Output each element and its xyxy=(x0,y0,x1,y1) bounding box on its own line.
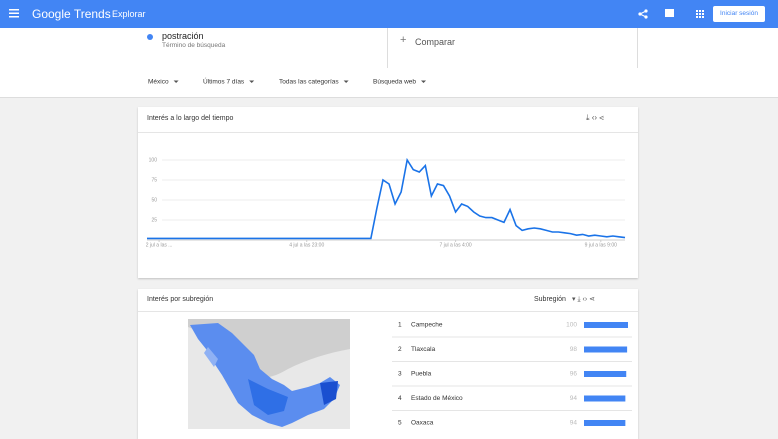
region-value: 94 xyxy=(570,395,578,402)
region-bar xyxy=(584,322,628,328)
x-tick-label: 9 jul a las 9:00 xyxy=(585,242,617,248)
rank: 4 xyxy=(398,395,402,402)
trend-line xyxy=(147,157,626,240)
card-icons[interactable]: ▾ ⤓ ‹› ⋖ xyxy=(572,296,595,303)
menu-icon[interactable] xyxy=(9,9,19,18)
card-title: Interés por subregión xyxy=(147,296,214,303)
filter[interactable]: México xyxy=(148,79,169,86)
region-name: Campeche xyxy=(411,322,443,329)
term-type: Término de búsqueda xyxy=(162,42,226,49)
region-value: 98 xyxy=(570,346,578,353)
divider xyxy=(637,28,638,68)
dropdown-arrow xyxy=(421,80,427,83)
region-bar xyxy=(584,346,628,353)
filter[interactable]: Todas las categorías xyxy=(279,79,339,86)
subregion-card: Interés por subregión Subregión ▾ ⤓ ‹› ⋖ xyxy=(138,289,638,439)
region-value: 96 xyxy=(570,371,578,378)
region-bar xyxy=(584,395,626,402)
region-name: Puebla xyxy=(411,371,432,378)
y-tick-label: 25 xyxy=(151,217,157,223)
search-bar: postración Término de búsqueda + Compara… xyxy=(0,28,778,68)
region-value: 94 xyxy=(570,420,578,427)
y-tick-label: 50 xyxy=(151,197,157,203)
region-name: Tlaxcala xyxy=(411,346,436,353)
apps-icon[interactable] xyxy=(696,10,704,18)
region-value: 100 xyxy=(566,322,577,329)
card-title: Interés a lo largo del tiempo xyxy=(147,115,234,122)
feedback-icon[interactable] xyxy=(665,9,675,19)
y-tick-label: 100 xyxy=(149,157,158,163)
sign-in-button[interactable]: Iniciar sesión xyxy=(713,6,765,22)
x-tick-label: 7 jul a las 4:00 xyxy=(439,242,471,248)
rank: 2 xyxy=(398,346,402,353)
region-bar xyxy=(584,420,626,426)
dropdown-arrow xyxy=(343,80,349,83)
filter[interactable]: Búsqueda web xyxy=(373,79,416,86)
share-icon[interactable] xyxy=(638,9,648,19)
section: Explorar xyxy=(112,9,146,19)
filter[interactable]: Últimos 7 días xyxy=(203,77,245,86)
region-name: Estado de México xyxy=(411,395,463,402)
dropdown-arrow xyxy=(249,80,255,83)
term-dot xyxy=(147,34,153,40)
region-name: Oaxaca xyxy=(411,420,434,427)
rank: 3 xyxy=(398,371,402,378)
region-bar xyxy=(584,371,627,377)
card-divider xyxy=(138,311,638,312)
search-term[interactable]: postración xyxy=(162,31,204,41)
rank: 5 xyxy=(398,420,402,427)
card-icons[interactable]: ⤓ ‹› ⋖ xyxy=(586,113,604,122)
dropdown-arrow xyxy=(173,80,179,83)
compare[interactable]: Comparar xyxy=(415,37,456,47)
top-bar: Google Trends Explorar Iniciar sesión xyxy=(0,0,778,28)
map xyxy=(188,319,350,429)
x-tick-label: 4 jul a las 23:00 xyxy=(289,242,324,248)
divider xyxy=(387,28,388,68)
interest-card: Interés a lo largo del tiempo ⤓ ‹› ⋖ xyxy=(138,107,638,278)
rank: 1 xyxy=(398,322,402,329)
logo[interactable]: Google Trends xyxy=(32,7,111,21)
chart-layer: México Últimos 7 días Todas las categorías… xyxy=(146,77,632,427)
plus: + xyxy=(400,34,407,46)
x-tick-label: 2 jul a las ... xyxy=(146,242,173,248)
y-tick-label: 75 xyxy=(151,177,157,183)
region-selector[interactable]: Subregión xyxy=(534,296,566,303)
filter-bar xyxy=(0,68,778,98)
card-divider xyxy=(138,132,638,133)
